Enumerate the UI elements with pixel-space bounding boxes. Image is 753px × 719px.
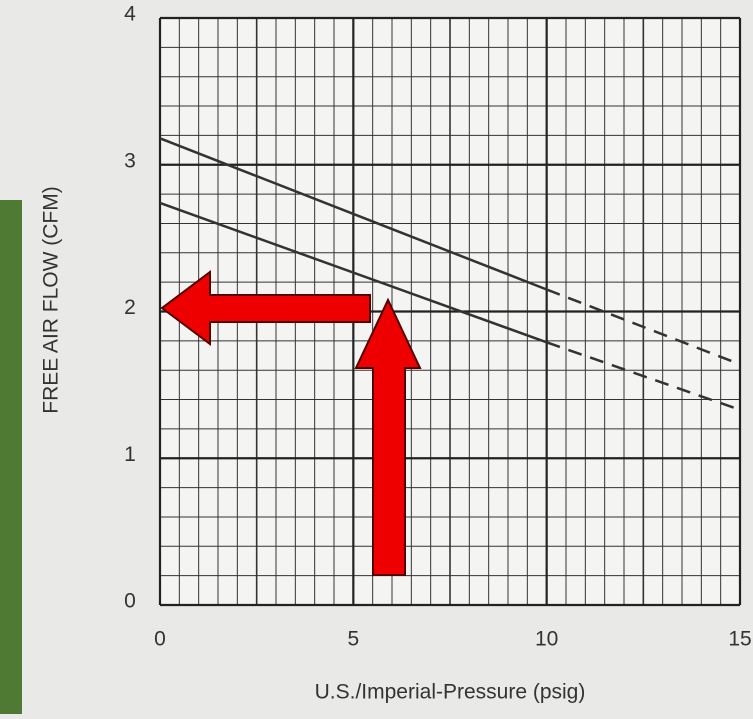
x-tick-label: 0: [154, 628, 166, 651]
y-axis-title: FREE AIR FLOW (CFM): [40, 186, 63, 414]
y-tick-label: 1: [124, 443, 136, 466]
y-tick-label: 0: [124, 590, 136, 613]
x-tick-label: 15: [728, 628, 751, 651]
x-tick-label: 5: [347, 628, 359, 651]
x-axis-title: U.S./Imperial-Pressure (psig): [315, 681, 586, 704]
y-tick-label: 4: [124, 3, 136, 26]
chart: U.S./Imperial-Pressure (psig) FREE AIR F…: [0, 0, 753, 714]
foliage-photo: [0, 200, 22, 714]
x-tick-label: 10: [535, 628, 558, 651]
y-tick-label: 3: [124, 149, 136, 172]
page: {"chart_data": { "type": "line", "xlabel…: [0, 0, 753, 714]
y-tick-label: 2: [124, 296, 136, 319]
